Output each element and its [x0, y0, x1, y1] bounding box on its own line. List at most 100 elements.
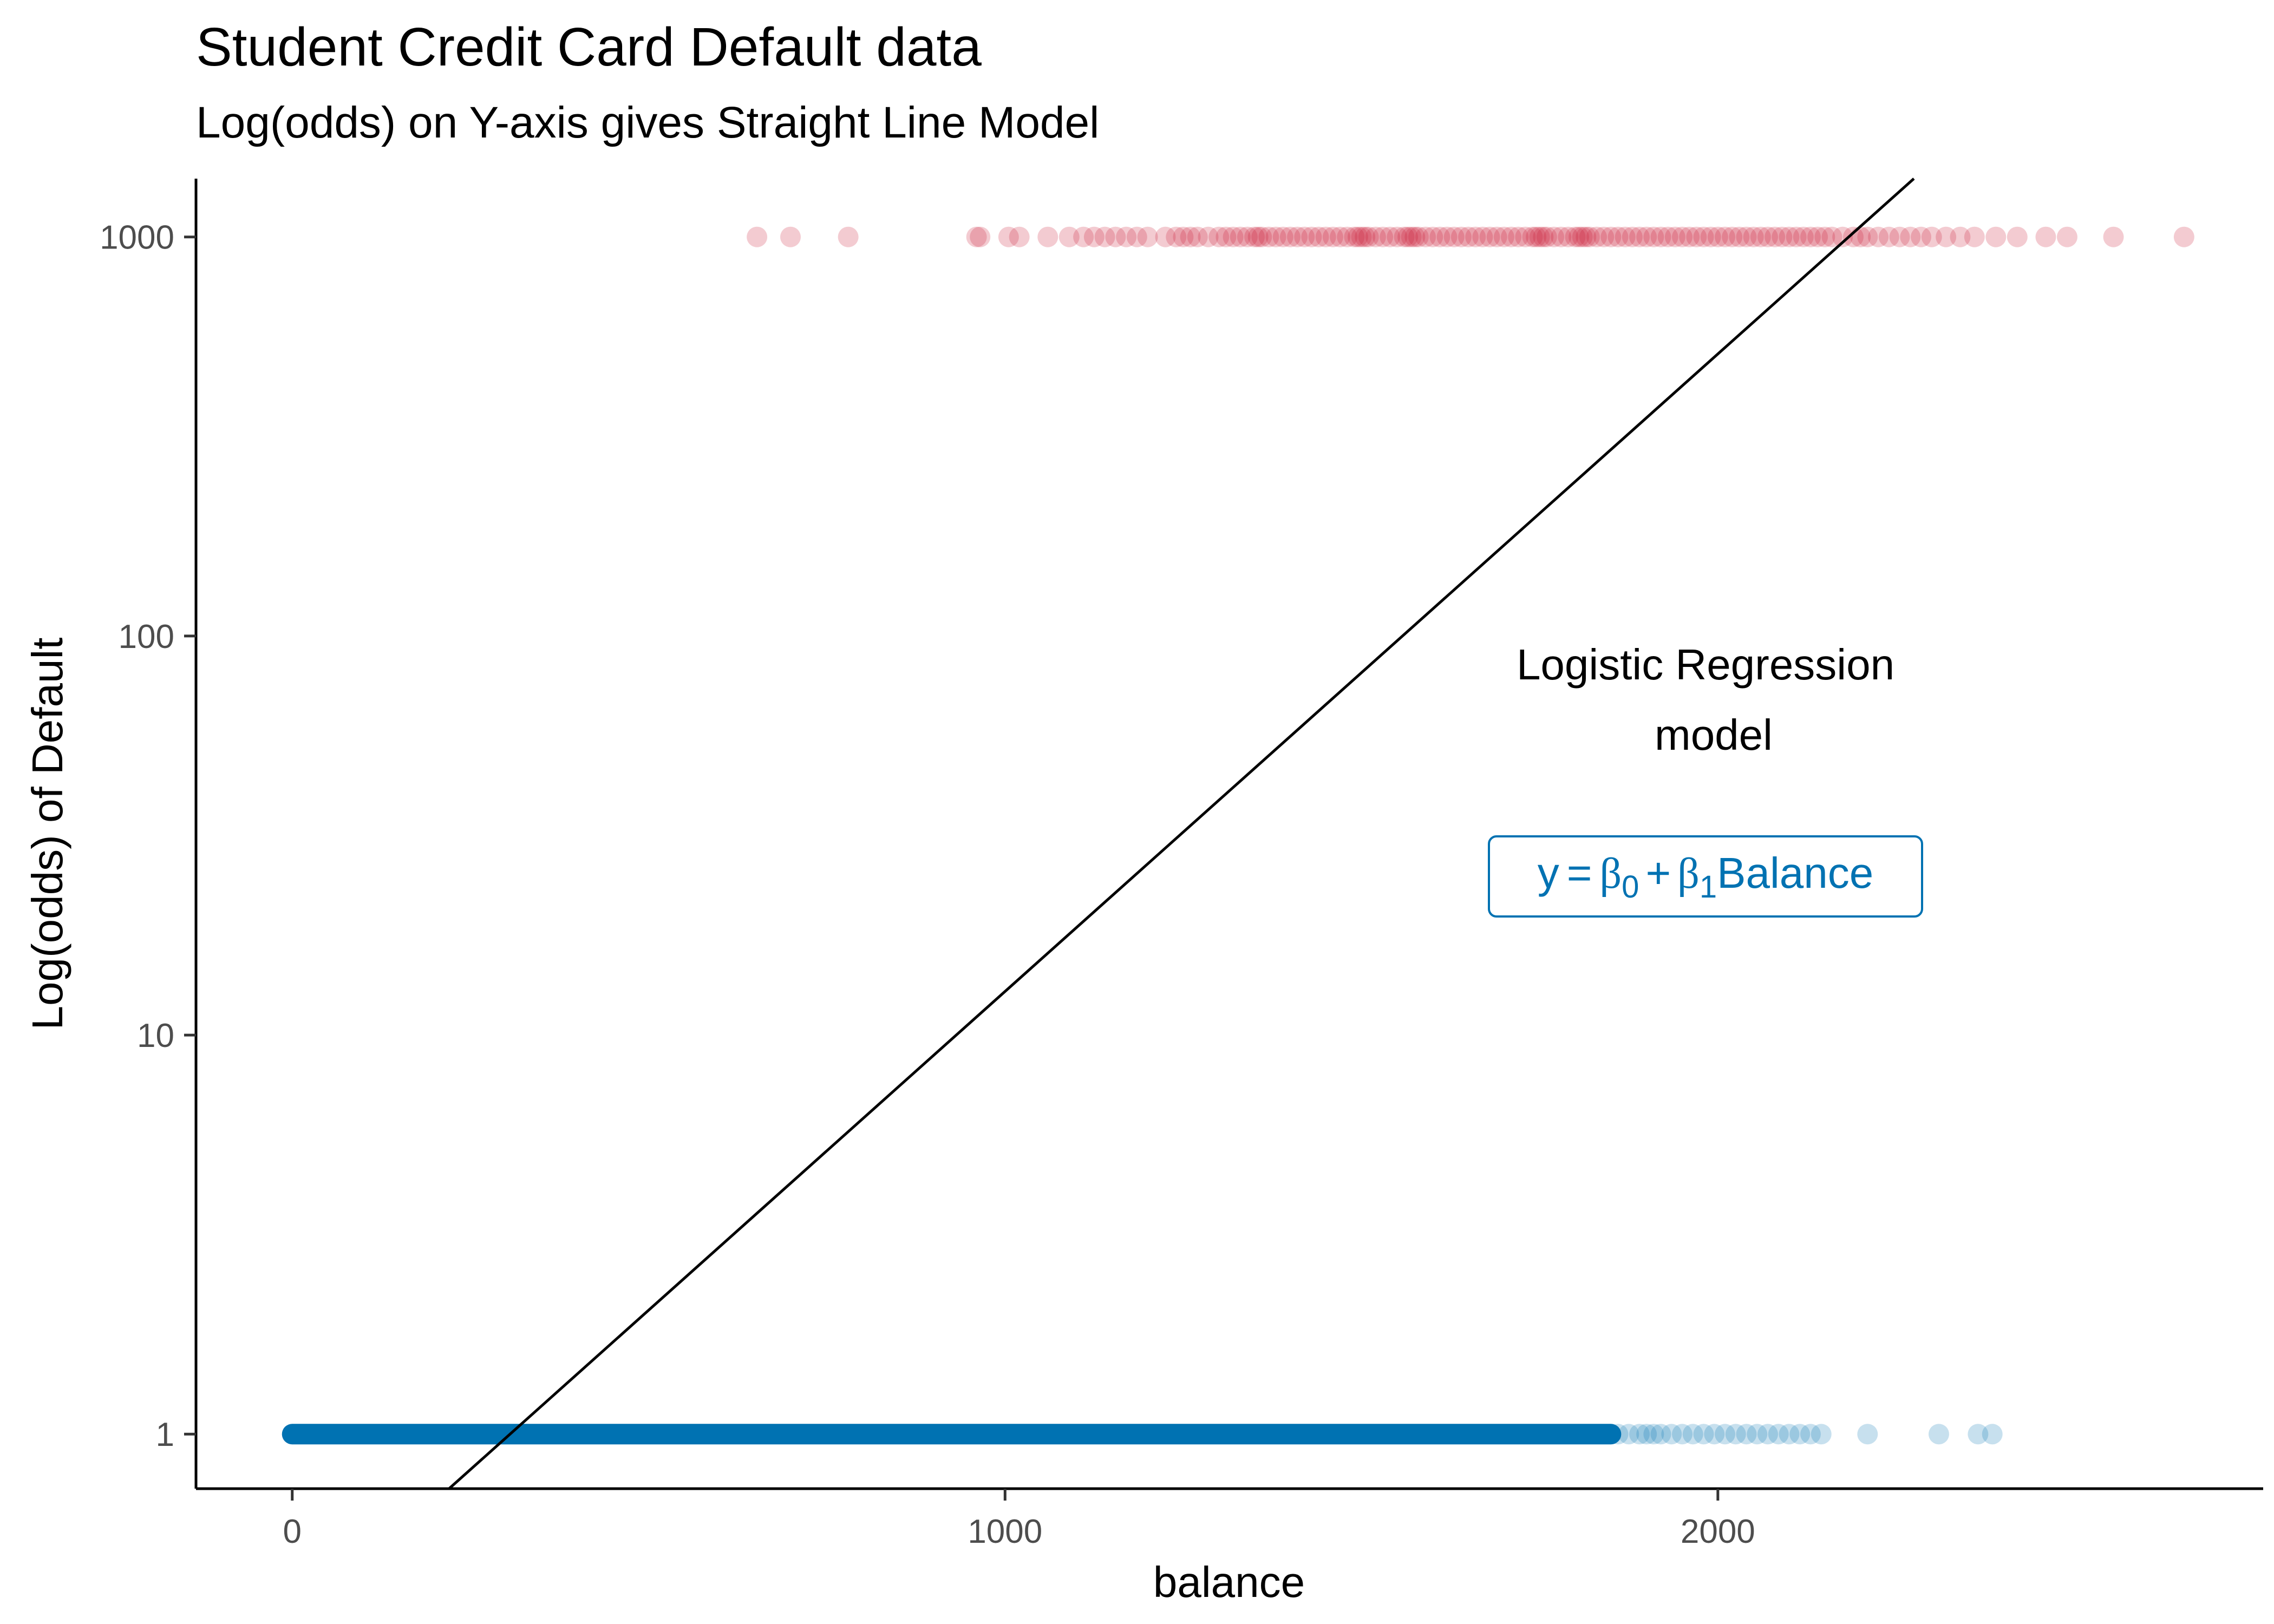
default-point — [1508, 226, 1529, 247]
default-point — [1355, 226, 1376, 247]
beta1-symbol: β — [1677, 850, 1700, 898]
default-point — [1058, 226, 1080, 247]
default-point — [1544, 226, 1565, 247]
default-point — [1515, 226, 1536, 247]
default-point — [2173, 226, 2194, 247]
default-point — [1593, 226, 1615, 247]
default-point — [1272, 226, 1293, 247]
default-point — [1116, 226, 1137, 247]
default-point — [1322, 226, 1343, 247]
nondefault-point — [1672, 1424, 1693, 1445]
default-point — [1964, 226, 1985, 247]
nondefault-point — [1768, 1424, 1789, 1445]
default-point — [1615, 226, 1636, 247]
default-point — [1094, 226, 1115, 247]
default-point — [1832, 226, 1853, 247]
default-point — [1693, 226, 1714, 247]
beta1-subscript: 1 — [1700, 869, 1717, 905]
default-point — [998, 226, 1019, 247]
annotation-line-1: Logistic Regression — [1517, 640, 1894, 689]
default-point — [1472, 226, 1493, 247]
default-point — [780, 226, 801, 247]
nondefault-point — [1643, 1424, 1664, 1445]
default-point — [1572, 226, 1593, 247]
beta0-symbol: β — [1599, 850, 1622, 898]
nondefault-point — [1736, 1424, 1757, 1445]
default-point — [1223, 226, 1244, 247]
equation-box — [1488, 835, 1923, 918]
nondefault-point — [1857, 1424, 1878, 1445]
default-point — [1429, 226, 1450, 247]
default-point — [1105, 226, 1126, 247]
default-point — [1216, 226, 1237, 247]
default-point — [1536, 226, 1557, 247]
default-point — [2007, 226, 2028, 247]
default-point — [1330, 226, 1351, 247]
default-point — [1608, 226, 1629, 247]
default-point — [1657, 226, 1678, 247]
default-point — [1173, 226, 1194, 247]
default-point — [1936, 226, 1957, 247]
default-point — [2035, 226, 2056, 247]
nondefault-point — [1928, 1424, 1949, 1445]
default-point — [1401, 226, 1422, 247]
default-point — [1344, 226, 1365, 247]
default-point — [1279, 226, 1301, 247]
default-point — [1037, 226, 1058, 247]
default-point — [1251, 226, 1272, 247]
default-point — [1397, 226, 1419, 247]
default-point — [1900, 226, 1921, 247]
nondefault-point — [1650, 1424, 1671, 1445]
default-point — [1586, 226, 1608, 247]
default-point — [1715, 226, 1736, 247]
default-point — [2056, 226, 2077, 247]
beta0-subscript: 0 — [1622, 869, 1639, 905]
default-point — [1436, 226, 1458, 247]
y-tick-label: 10 — [137, 1017, 174, 1055]
default-point — [1073, 226, 1094, 247]
default-point — [1394, 226, 1415, 247]
y-tick-label: 100 — [119, 618, 174, 656]
default-point — [1479, 226, 1500, 247]
default-point — [2103, 226, 2124, 247]
default-point — [1889, 226, 1910, 247]
default-point — [1686, 226, 1707, 247]
nondefault-point — [1693, 1424, 1714, 1445]
nondefault-point — [1704, 1424, 1725, 1445]
default-point — [1315, 226, 1336, 247]
default-point — [1526, 226, 1547, 247]
default-point — [1743, 226, 1764, 247]
equation-equals: = — [1567, 849, 1592, 897]
default-point — [1365, 226, 1386, 247]
default-point — [1650, 226, 1671, 247]
annotation-line-2: model — [1655, 711, 1773, 759]
equation-label: y = β0 + β1Balance — [1538, 849, 1873, 905]
default-point — [1857, 226, 1878, 247]
y-axis-title: Log(odds) of Default — [23, 638, 71, 1030]
default-point — [1380, 226, 1401, 247]
x-tick-label: 2000 — [1681, 1513, 1755, 1550]
default-point — [1950, 226, 1971, 247]
default-point — [1244, 226, 1265, 247]
nondefault-point — [1682, 1424, 1703, 1445]
default-point — [1600, 226, 1622, 247]
default-point — [1821, 226, 1842, 247]
default-points-group — [747, 226, 2194, 247]
default-point — [1351, 226, 1372, 247]
nondefault-point — [1636, 1424, 1657, 1445]
default-point — [1629, 226, 1650, 247]
nondefault-point — [1811, 1424, 1832, 1445]
default-point — [1126, 226, 1147, 247]
default-point — [1258, 226, 1279, 247]
nondefault-point — [1725, 1424, 1746, 1445]
nondefault-point — [1789, 1424, 1811, 1445]
default-point — [838, 226, 859, 247]
fit-line — [448, 178, 1915, 1490]
x-ticks-group: 0 1000 2000 — [283, 1489, 1755, 1550]
default-point — [1198, 226, 1219, 247]
default-point — [1337, 226, 1358, 247]
default-point — [1358, 226, 1379, 247]
equation-plus: + — [1645, 849, 1671, 897]
default-point — [1722, 226, 1743, 247]
